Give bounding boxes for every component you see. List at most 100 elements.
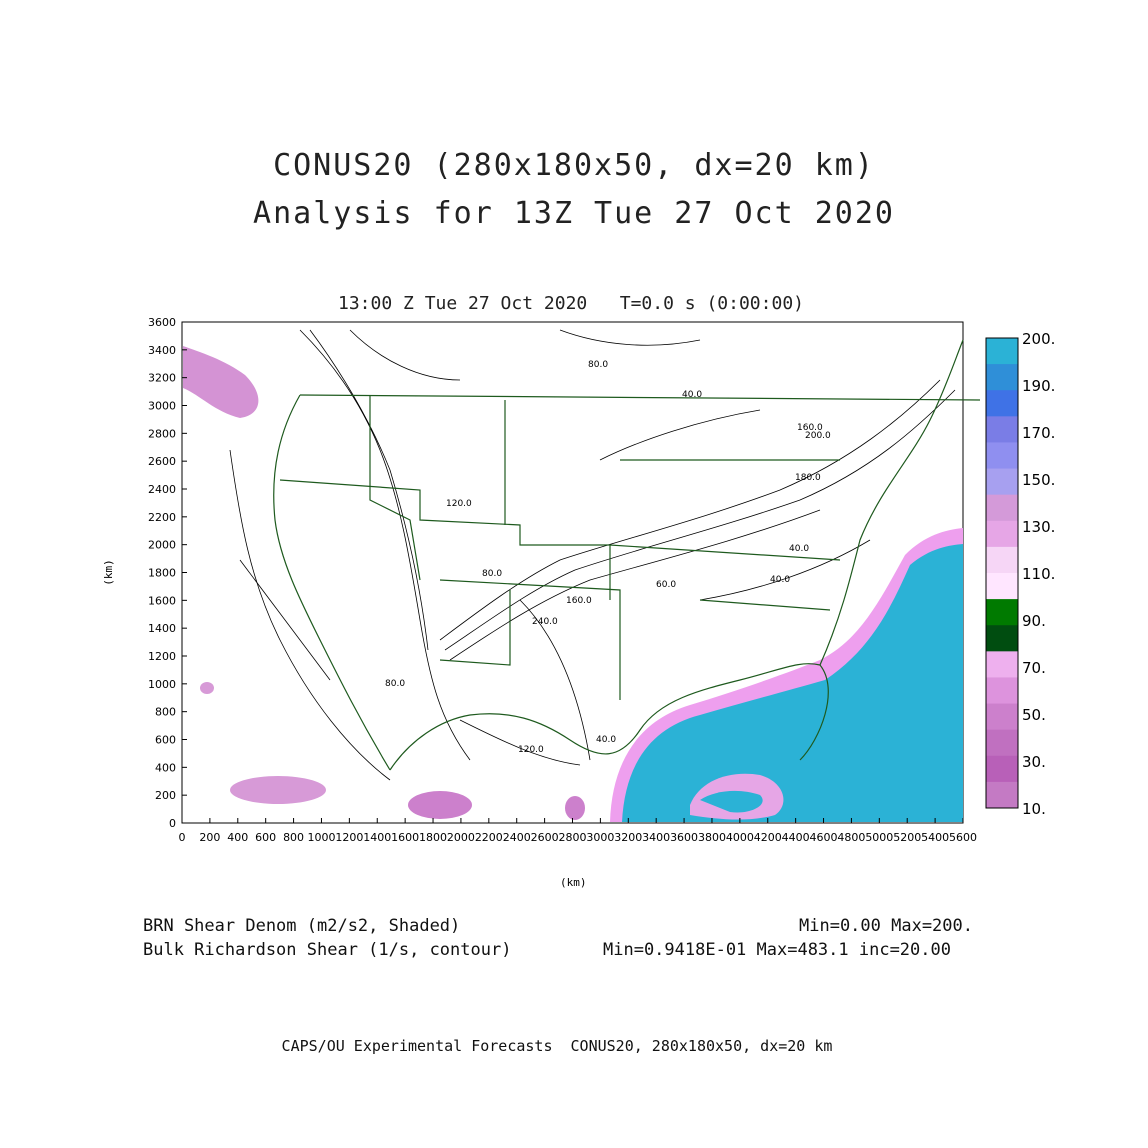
y-tick-label: 1600 — [148, 594, 176, 607]
colorbar-swatch — [986, 781, 1018, 809]
y-tick-label: 2000 — [148, 539, 176, 552]
x-tick-label: 4400 — [782, 831, 810, 844]
y-tick-label: 3000 — [148, 400, 176, 413]
x-tick-label: 2600 — [531, 831, 559, 844]
y-tick-label: 3400 — [148, 344, 176, 357]
y-tick-label: 1800 — [148, 567, 176, 580]
colorbar-label: 70. — [1022, 659, 1046, 677]
x-tick-label: 3800 — [698, 831, 726, 844]
colorbar-swatch — [986, 599, 1018, 626]
x-tick-label: 4000 — [726, 831, 754, 844]
y-tick-label: 2600 — [148, 455, 176, 468]
contour-label: 60.0 — [656, 580, 676, 590]
y-tick-label: 1000 — [148, 678, 176, 691]
contour-label: 120.0 — [518, 745, 544, 755]
x-axis: 0 200 400 600 800 1000 1200 1400 1600 1800 2000 220… — [179, 818, 977, 844]
x-tick-label: 5200 — [893, 831, 921, 844]
colorbar-border — [985, 337, 1019, 809]
y-tick-label: 400 — [155, 761, 176, 774]
y-axis-unit: (km) — [101, 559, 115, 586]
contour-label: 80.0 — [482, 569, 502, 579]
contour-label: 80.0 — [385, 679, 405, 689]
x-tick-label: 1800 — [419, 831, 447, 844]
contour-field-stats: Min=0.9418E-01 Max=483.1 inc=20.00 — [603, 940, 951, 960]
contour-label-group: 80.0 40.0 160.0 200.0 180.0 120.0 80.0 1… — [385, 360, 831, 755]
colorbar-label: 30. — [1022, 753, 1046, 771]
y-tick-label: 3200 — [148, 372, 176, 385]
colorbar-swatch — [986, 546, 1018, 574]
x-tick-label: 4200 — [754, 831, 782, 844]
contour-label: 40.0 — [682, 390, 702, 400]
contour-field-label: Bulk Richardson Shear (1/s, contour) — [143, 940, 512, 960]
x-tick-label: 1200 — [335, 831, 363, 844]
shaded-field — [183, 346, 963, 822]
x-tick-label: 600 — [255, 831, 276, 844]
y-tick-label: 1200 — [148, 650, 176, 663]
x-tick-label: 3600 — [670, 831, 698, 844]
colorbar-swatch — [986, 703, 1018, 731]
contour-lines — [229, 329, 956, 781]
colorbar-label: 170. — [1022, 424, 1055, 442]
y-tick-label: 2200 — [148, 511, 176, 524]
y-tick-label: 2400 — [148, 483, 176, 496]
x-tick-label: 4600 — [810, 831, 838, 844]
colorbar-swatch — [986, 755, 1018, 783]
y-tick-label: 600 — [155, 734, 176, 747]
contour-label: 40.0 — [596, 735, 616, 745]
contour-label: 40.0 — [789, 544, 809, 554]
x-tick-label: 1000 — [307, 831, 335, 844]
colorbar-label: 150. — [1022, 471, 1055, 489]
colorbar-label: 200. — [1022, 330, 1055, 348]
credit-line: CAPS/OU Experimental Forecasts CONUS20, … — [281, 1037, 833, 1055]
contour-label: 80.0 — [588, 360, 608, 370]
colorbar-label: 130. — [1022, 518, 1055, 536]
plot-time-subtitle: 13:00 Z Tue 27 Oct 2020 T=0.0 s (0:00:00… — [338, 293, 804, 314]
x-tick-label: 2200 — [475, 831, 503, 844]
contour-label: 160.0 — [566, 596, 592, 606]
x-tick-label: 0 — [179, 831, 186, 844]
colorbar-swatch — [986, 677, 1018, 705]
x-tick-label: 2000 — [447, 831, 475, 844]
x-tick-label: 3400 — [642, 831, 670, 844]
y-tick-label: 0 — [169, 817, 176, 830]
x-tick-label: 2800 — [559, 831, 587, 844]
contour-label: 240.0 — [532, 617, 558, 627]
colorbar-swatch — [986, 416, 1018, 443]
y-tick-label: 2800 — [148, 427, 176, 440]
shaded-field-stats: Min=0.00 Max=200. — [799, 916, 973, 936]
colorbar: 200. 190. 170. 150. 130. 110. 90. 70. 50. 30. 10. — [985, 330, 1055, 818]
x-tick-label: 2400 — [503, 831, 531, 844]
x-tick-label: 800 — [283, 831, 304, 844]
y-tick-label: 200 — [155, 789, 176, 802]
colorbar-label: 50. — [1022, 706, 1046, 724]
x-tick-label: 5400 — [921, 831, 949, 844]
colorbar-label: 190. — [1022, 377, 1055, 395]
x-tick-label: 5000 — [865, 831, 893, 844]
y-tick-label: 3600 — [148, 316, 176, 329]
colorbar-swatch — [986, 468, 1018, 496]
shaded-field-label: BRN Shear Denom (m2/s2, Shaded) — [143, 916, 461, 936]
geographic-boundaries — [273, 339, 981, 771]
contour-label: 120.0 — [446, 499, 472, 509]
x-tick-label: 400 — [227, 831, 248, 844]
contour-label: 40.0 — [770, 575, 790, 585]
colorbar-swatch — [986, 573, 1018, 600]
x-tick-label: 1400 — [363, 831, 391, 844]
x-tick-label: 3000 — [586, 831, 614, 844]
colorbar-swatch — [986, 625, 1018, 652]
colorbar-swatch — [986, 364, 1018, 391]
y-tick-label: 800 — [155, 706, 176, 719]
x-axis-unit: (km) — [560, 876, 587, 889]
x-tick-label: 5600 — [949, 831, 977, 844]
x-tick-label: 4800 — [837, 831, 865, 844]
contour-label: 180.0 — [795, 473, 821, 483]
plot-title-line2: Analysis for 13Z Tue 27 Oct 2020 — [253, 196, 895, 231]
colorbar-label: 10. — [1022, 800, 1046, 818]
plot-title-line1: CONUS20 (280x180x50, dx=20 km) — [273, 148, 875, 183]
x-tick-label: 1600 — [391, 831, 419, 844]
colorbar-swatch — [986, 520, 1018, 548]
y-tick-label: 1400 — [148, 622, 176, 635]
colorbar-swatch — [986, 390, 1018, 417]
contour-label: 160.0 — [797, 423, 823, 433]
